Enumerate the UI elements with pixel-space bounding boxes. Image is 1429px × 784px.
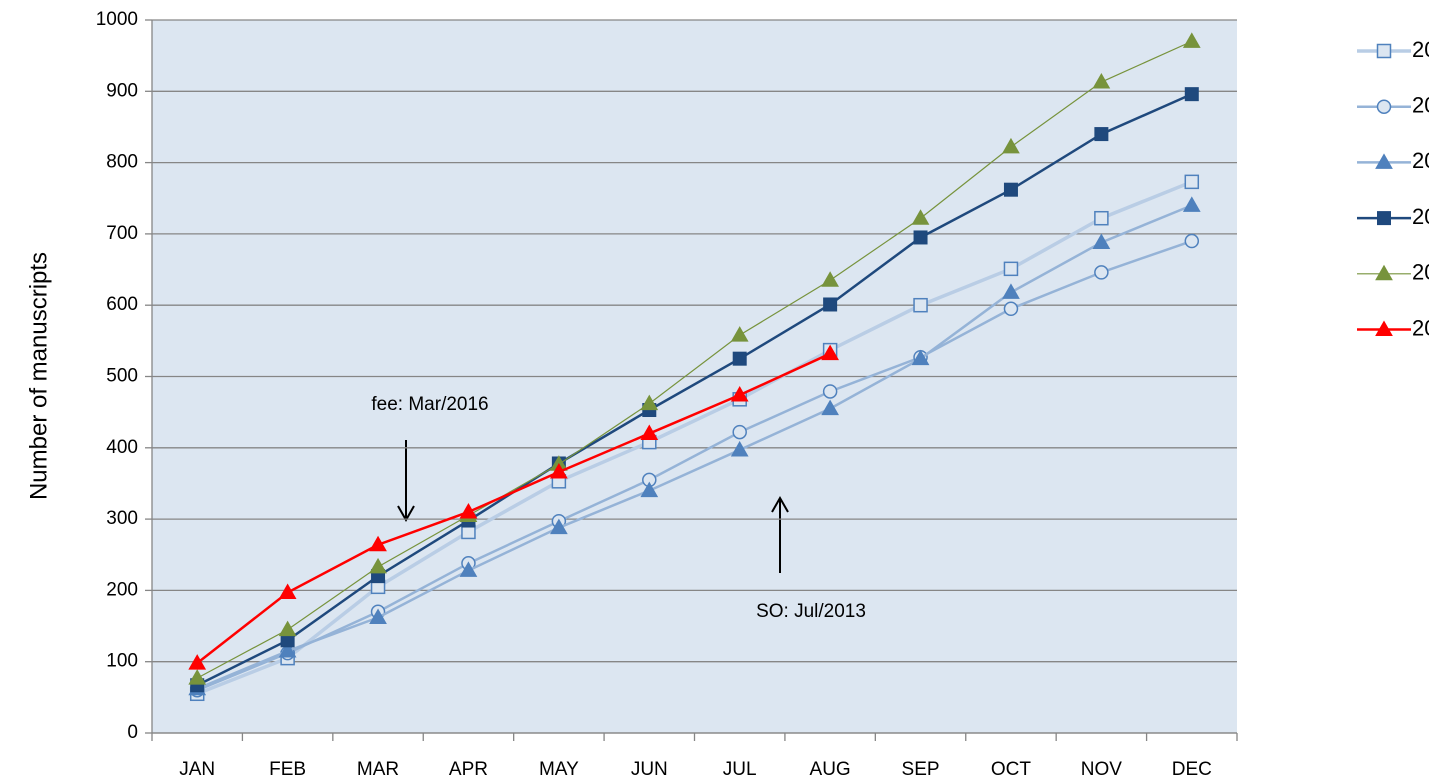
marker bbox=[1003, 301, 1019, 317]
y-tick-label: 600 bbox=[106, 294, 138, 315]
marker bbox=[550, 518, 568, 535]
x-tick-label: FEB bbox=[269, 759, 306, 780]
marker bbox=[188, 654, 207, 670]
x-tick-label: NOV bbox=[1081, 759, 1123, 780]
x-tick-label: DEC bbox=[1172, 759, 1212, 780]
legend-label: 2014 bbox=[1412, 204, 1429, 229]
marker bbox=[459, 561, 478, 577]
x-tick-label: APR bbox=[449, 759, 488, 780]
series-line bbox=[196, 204, 1193, 690]
x-tick-label: OCT bbox=[991, 759, 1032, 780]
marker bbox=[1376, 43, 1392, 59]
legend-label: 2016 bbox=[1412, 315, 1429, 340]
marker bbox=[730, 386, 749, 402]
y-tick-label: 500 bbox=[106, 366, 138, 387]
series-line bbox=[196, 93, 1193, 687]
marker bbox=[1092, 73, 1111, 89]
marker bbox=[911, 349, 930, 366]
x-tick-label: JAN bbox=[179, 759, 215, 780]
marker bbox=[1094, 265, 1109, 280]
y-tick-label: 800 bbox=[106, 152, 138, 173]
y-tick-label: 200 bbox=[106, 579, 138, 600]
marker bbox=[1376, 99, 1392, 114]
marker bbox=[823, 297, 838, 312]
marker bbox=[913, 230, 928, 245]
marker bbox=[1182, 32, 1201, 48]
y-tick-label: 400 bbox=[106, 437, 138, 458]
x-tick-label: AUG bbox=[810, 759, 851, 780]
series-line bbox=[196, 40, 1193, 679]
series-line bbox=[196, 239, 1193, 692]
y-tick-label: 100 bbox=[106, 651, 138, 672]
marker bbox=[278, 620, 297, 637]
y-tick-label: 0 bbox=[127, 722, 138, 743]
x-tick-label: JUL bbox=[723, 759, 757, 780]
series-line bbox=[196, 180, 1193, 696]
y-tick-label: 700 bbox=[106, 223, 138, 244]
x-tick-label: MAY bbox=[539, 759, 579, 780]
marker bbox=[278, 583, 297, 600]
marker bbox=[1375, 264, 1393, 281]
annotation: SO: Jul/2013 bbox=[756, 601, 866, 622]
legend-label: 2012 bbox=[1412, 93, 1429, 118]
marker bbox=[730, 326, 749, 342]
annotation-arrow bbox=[771, 495, 789, 573]
marker bbox=[369, 608, 387, 624]
annotation: fee: Mar/2016 bbox=[371, 394, 488, 415]
marker bbox=[1092, 233, 1111, 249]
marker bbox=[1002, 137, 1020, 154]
marker bbox=[1375, 320, 1393, 336]
x-tick-label: MAR bbox=[357, 759, 399, 780]
marker bbox=[278, 641, 297, 658]
marker bbox=[1002, 283, 1020, 299]
marker bbox=[732, 424, 747, 440]
marker bbox=[369, 557, 387, 574]
marker bbox=[1184, 174, 1200, 190]
marker bbox=[1003, 182, 1018, 197]
legend-label: 2013 bbox=[1412, 148, 1429, 173]
marker bbox=[821, 399, 839, 416]
marker bbox=[369, 535, 387, 552]
marker bbox=[821, 344, 839, 361]
marker bbox=[188, 669, 207, 685]
x-tick-label: JUN bbox=[631, 759, 668, 780]
marker bbox=[913, 297, 928, 313]
marker bbox=[1094, 210, 1109, 226]
marker bbox=[821, 271, 839, 287]
marker bbox=[822, 384, 838, 399]
y-tick-label: 300 bbox=[106, 508, 138, 529]
marker bbox=[1182, 196, 1201, 212]
marker bbox=[459, 502, 478, 519]
marker bbox=[640, 481, 659, 498]
y-tick-label: 1000 bbox=[96, 9, 138, 30]
legend-label: 2015 bbox=[1412, 260, 1429, 285]
marker bbox=[730, 440, 749, 457]
marker bbox=[911, 209, 930, 225]
marker bbox=[1377, 211, 1391, 226]
annotation-arrow bbox=[397, 440, 415, 523]
y-tick-label: 900 bbox=[106, 80, 138, 101]
marker bbox=[550, 463, 568, 479]
y-axis-label: Number of manuscripts bbox=[25, 252, 52, 500]
series-line bbox=[196, 352, 831, 665]
marker bbox=[1094, 127, 1109, 142]
marker bbox=[1184, 233, 1200, 249]
marker bbox=[1003, 261, 1019, 277]
marker bbox=[640, 424, 659, 441]
x-tick-label: SEP bbox=[902, 759, 940, 780]
marker bbox=[732, 351, 747, 366]
marker bbox=[640, 394, 659, 411]
marker bbox=[1375, 153, 1393, 169]
marker bbox=[1184, 87, 1199, 102]
legend-label: 2011 bbox=[1412, 37, 1429, 62]
